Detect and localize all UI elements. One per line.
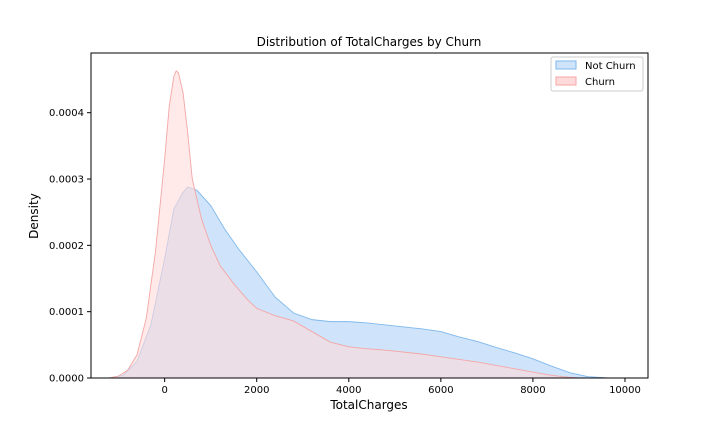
y-axis: 0.0000 0.0001 0.0002 0.0003 0.0004 <box>49 108 91 385</box>
plot-area <box>109 70 625 378</box>
density-area-churn <box>109 70 579 378</box>
x-tick-label: 4000 <box>336 385 361 396</box>
y-tick-label: 0.0002 <box>49 241 84 252</box>
x-tick-label: 2000 <box>244 385 269 396</box>
x-axis-label: TotalCharges <box>329 398 407 412</box>
legend-label-not-churn: Not Churn <box>585 61 636 72</box>
legend-swatch-not-churn <box>555 60 577 70</box>
x-tick-label: 6000 <box>428 385 453 396</box>
y-tick-label: 0.0000 <box>49 374 84 385</box>
x-axis: 0 2000 4000 6000 8000 10000 <box>161 378 641 396</box>
x-tick-label: 0 <box>161 385 167 396</box>
plot-frame <box>90 52 649 379</box>
y-tick-label: 0.0004 <box>49 108 84 119</box>
y-axis-label: Density <box>27 193 41 239</box>
y-tick-label: 0.0003 <box>49 175 84 186</box>
legend-swatch-churn <box>555 76 577 86</box>
y-tick-label: 0.0001 <box>49 307 84 318</box>
legend: Not Churn Churn <box>550 56 644 92</box>
chart-title: Distribution of TotalCharges by Churn <box>257 35 482 49</box>
x-tick-label: 8000 <box>520 385 545 396</box>
legend-label-churn: Churn <box>585 77 615 88</box>
x-tick-label: 10000 <box>609 385 641 396</box>
